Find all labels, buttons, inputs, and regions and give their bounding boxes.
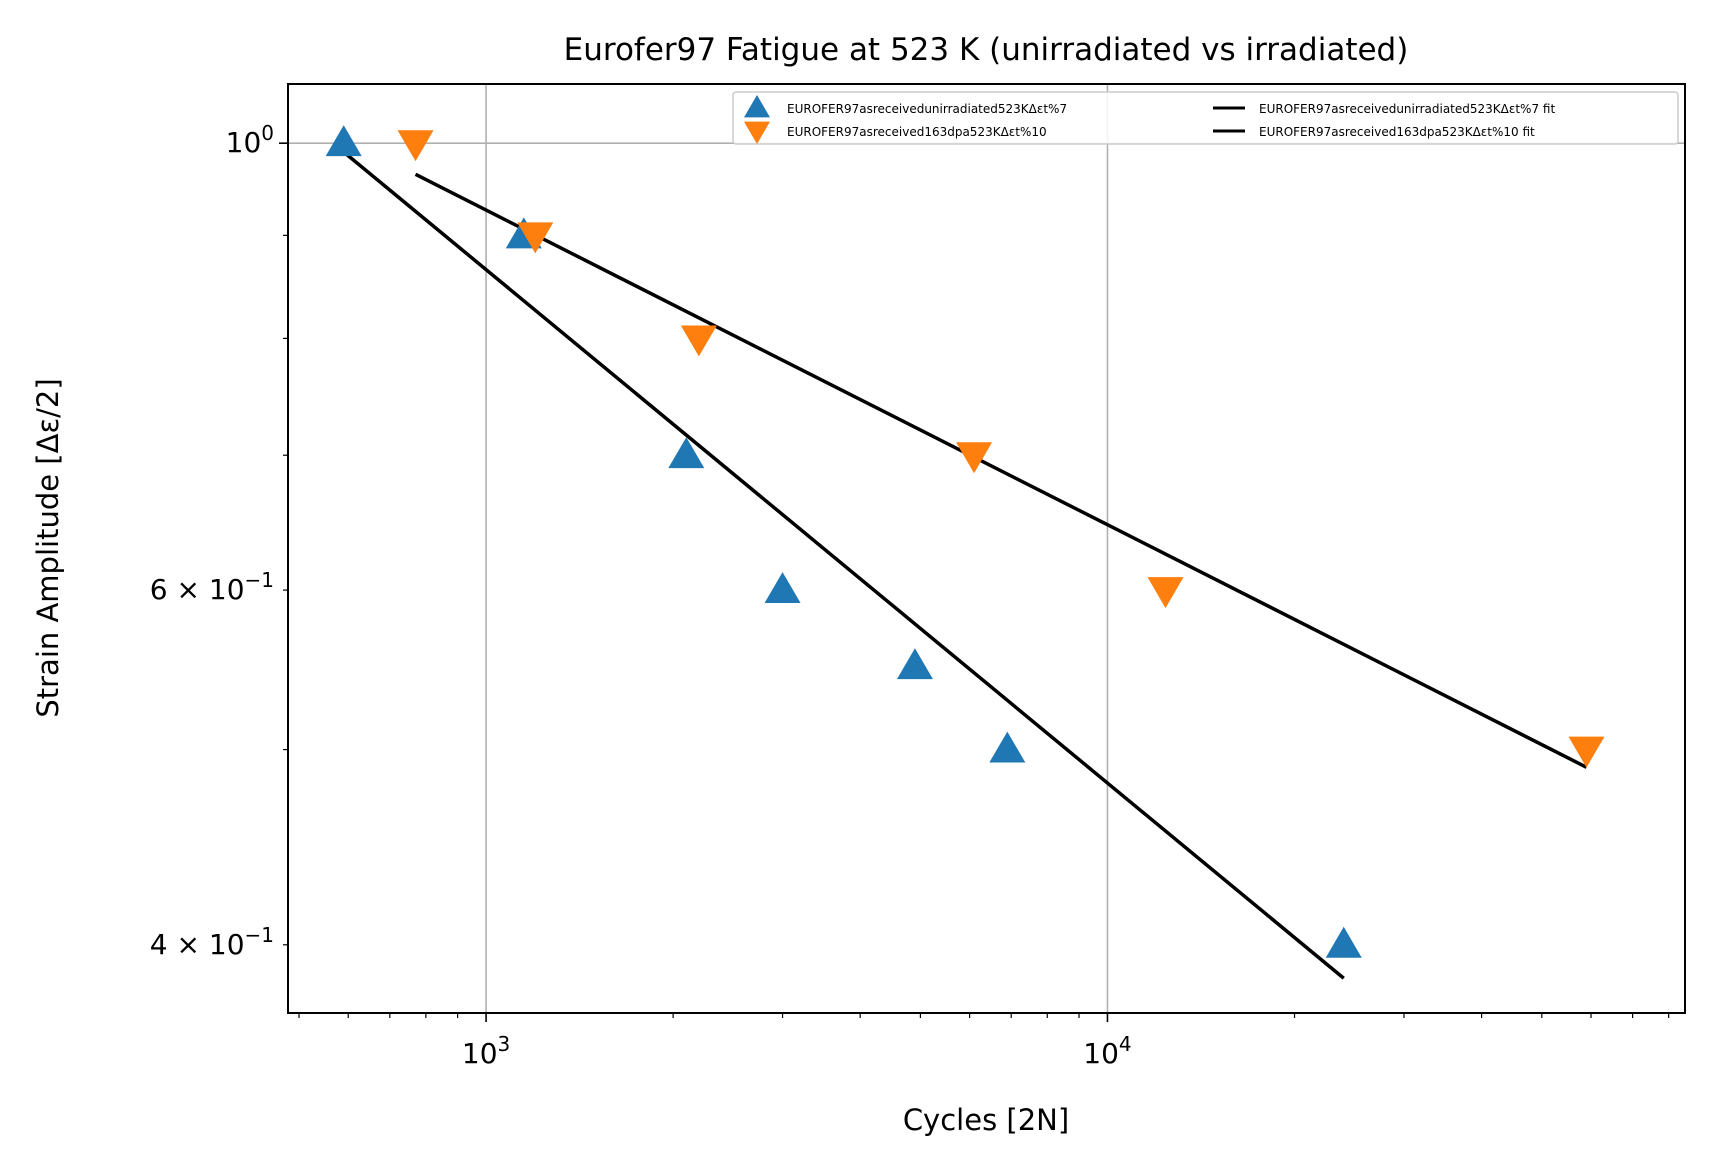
- data-point-series-1: [668, 437, 705, 469]
- data-point-series-1: [989, 731, 1026, 763]
- data-point-series-1: [764, 572, 801, 604]
- data-point-series-2: [1568, 736, 1605, 768]
- legend-label-series-1: EUROFER97asreceivedunirradiated523KΔεt%7: [787, 102, 1067, 116]
- fit-lines: [342, 150, 1588, 980]
- fit-line-2: [414, 172, 1588, 769]
- x-axis-label: Cycles [2N]: [903, 1103, 1069, 1137]
- x-tick-label: 103: [462, 1032, 510, 1070]
- chart-title: Eurofer97 Fatigue at 523 K (unirradiated…: [564, 32, 1409, 68]
- data-point-series-2: [517, 222, 554, 254]
- data-point-series-2: [956, 442, 993, 474]
- x-tick-label: 104: [1083, 1032, 1131, 1070]
- data-point-series-2: [397, 130, 434, 162]
- data-point-series-1: [1325, 926, 1362, 958]
- data-points: [325, 125, 1605, 958]
- y-tick-label: 6 × 10−1: [150, 568, 274, 606]
- legend-box: [732, 91, 1679, 145]
- fit-line-1: [342, 150, 1345, 980]
- y-tick-label: 4 × 10−1: [150, 923, 274, 961]
- legend-label-fit-1: EUROFER97asreceivedunirradiated523KΔεt%7…: [1259, 102, 1555, 116]
- data-point-series-2: [680, 325, 717, 357]
- data-point-series-1: [896, 648, 933, 680]
- legend-marker-2: [744, 121, 770, 144]
- legend-label-series-2: EUROFER97asreceived163dpa523KΔεt%10: [787, 125, 1047, 139]
- y-tick-label: 100: [226, 121, 274, 159]
- legend: EUROFER97asreceivedunirradiated523KΔεt%7…: [732, 91, 1679, 145]
- y-axis-label: Strain Amplitude [Δε/2]: [31, 378, 65, 717]
- axis-ticks: 103 104 100 6 × 10−1 4 × 10−1: [150, 121, 1670, 1070]
- data-point-series-1: [325, 125, 362, 157]
- legend-marker-1: [744, 95, 770, 118]
- data-point-series-2: [1147, 577, 1184, 609]
- plot-frame: [287, 83, 1686, 1014]
- legend-label-fit-2: EUROFER97asreceived163dpa523KΔεt%10 fit: [1259, 125, 1535, 139]
